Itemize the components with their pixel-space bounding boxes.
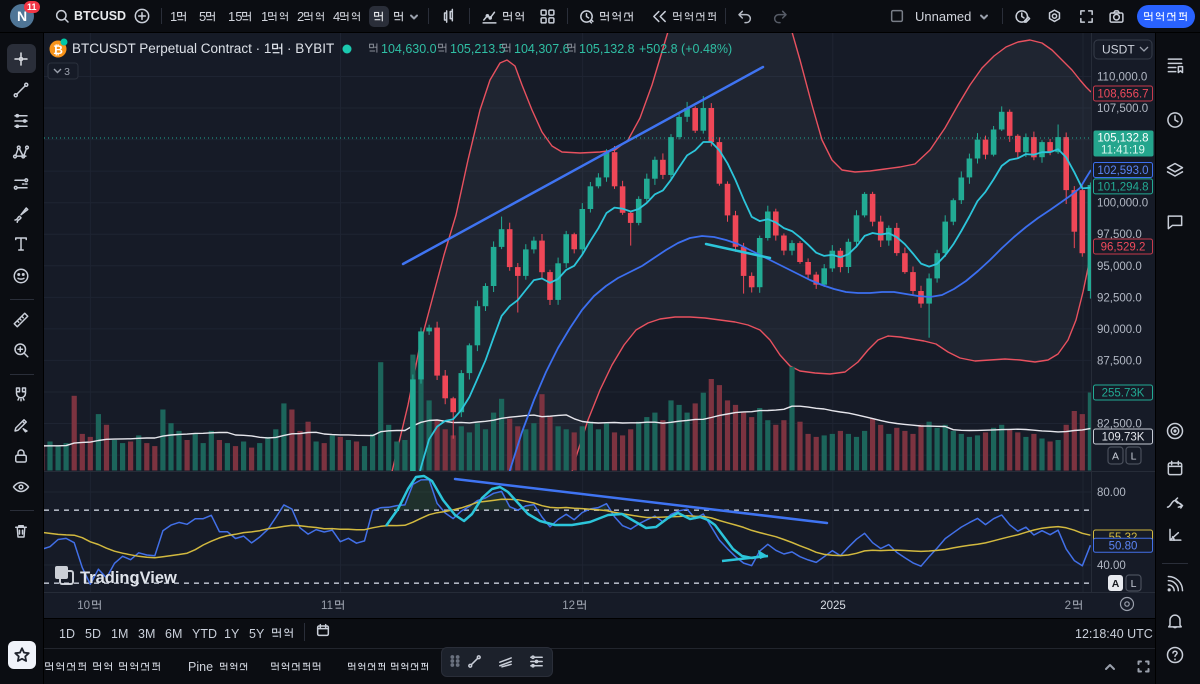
svg-text:TradingView: TradingView xyxy=(80,569,177,587)
svg-text:A: A xyxy=(1112,451,1119,463)
svg-text:82,500.0: 82,500.0 xyxy=(1097,419,1142,431)
svg-text:97,500.0: 97,500.0 xyxy=(1097,229,1142,241)
svg-text:40.00: 40.00 xyxy=(1097,560,1126,572)
svg-text:₿: ₿ xyxy=(53,43,63,57)
svg-text:11:41:19: 11:41:19 xyxy=(1101,145,1145,157)
svg-text:L: L xyxy=(1131,451,1137,463)
svg-text:96,529.2: 96,529.2 xyxy=(1101,242,1146,254)
svg-text:104,630.0: 104,630.0 xyxy=(381,42,437,56)
svg-text:105,132.8: 105,132.8 xyxy=(579,42,635,56)
svg-text:Pine: Pine xyxy=(188,660,213,674)
svg-text:80.00: 80.00 xyxy=(1097,487,1126,499)
svg-text:A: A xyxy=(1112,578,1120,590)
svg-text:109.73K: 109.73K xyxy=(1102,432,1145,444)
svg-text:108,656.7: 108,656.7 xyxy=(1097,89,1148,101)
svg-text:255.73K: 255.73K xyxy=(1102,388,1145,400)
svg-text:110,000.0: 110,000.0 xyxy=(1097,72,1147,84)
svg-text:107,500.0: 107,500.0 xyxy=(1097,103,1148,115)
svg-text:95,000.0: 95,000.0 xyxy=(1097,261,1142,273)
svg-text:2: 2 xyxy=(1065,600,1071,612)
svg-text:87,500.0: 87,500.0 xyxy=(1097,355,1142,367)
svg-text:104,307.6: 104,307.6 xyxy=(514,42,570,56)
svg-text:BTCUSDT Perpetual Contract · 1: BTCUSDT Perpetual Contract · 1 xyxy=(72,41,271,56)
svg-text:90,000.0: 90,000.0 xyxy=(1097,324,1142,336)
svg-text:L: L xyxy=(1131,578,1137,590)
svg-text:2025: 2025 xyxy=(820,600,846,612)
svg-text:101,294.8: 101,294.8 xyxy=(1097,181,1148,193)
svg-text:92,500.0: 92,500.0 xyxy=(1097,292,1142,304)
svg-text:12: 12 xyxy=(562,600,575,612)
svg-text:50.80: 50.80 xyxy=(1109,540,1138,552)
svg-text:· BYBIT: · BYBIT xyxy=(287,41,334,56)
svg-text:+502.8 (+0.48%): +502.8 (+0.48%) xyxy=(639,42,732,56)
svg-text:102,593.0: 102,593.0 xyxy=(1097,165,1148,177)
svg-text:105,132.8: 105,132.8 xyxy=(1097,133,1148,145)
svg-text:11: 11 xyxy=(321,600,333,612)
svg-text:105,213.5: 105,213.5 xyxy=(450,42,506,56)
svg-text:10: 10 xyxy=(77,600,90,612)
svg-text:100,000.0: 100,000.0 xyxy=(1097,198,1148,210)
svg-text:3: 3 xyxy=(64,66,70,78)
svg-text:USDT: USDT xyxy=(1102,43,1135,57)
